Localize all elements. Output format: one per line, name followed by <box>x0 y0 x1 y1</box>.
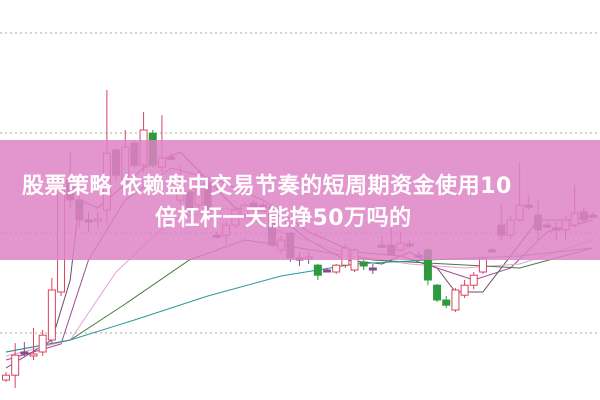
candle-body <box>359 261 368 267</box>
candle-body <box>433 284 442 301</box>
candle-body <box>332 264 341 273</box>
candle-body <box>460 284 469 296</box>
candle-body <box>451 289 460 311</box>
candle-body <box>11 354 20 376</box>
title-line-2: 倍杠杆一天能挣50万吗的 <box>155 206 412 231</box>
candle-body <box>442 299 451 306</box>
title-banner <box>0 140 600 260</box>
candle-body <box>29 353 38 357</box>
candle-body <box>38 334 47 353</box>
candle-body <box>368 267 377 271</box>
candle-body <box>478 257 487 273</box>
candle-body <box>47 289 56 341</box>
candle-body <box>2 374 10 381</box>
candle-body <box>469 274 478 286</box>
candle-body <box>323 269 332 273</box>
title-line-1: 股票策略 依赖盘中交易节奏的短周期资金使用10 <box>22 174 512 199</box>
candle-body <box>313 264 322 276</box>
candle-body <box>20 351 29 355</box>
